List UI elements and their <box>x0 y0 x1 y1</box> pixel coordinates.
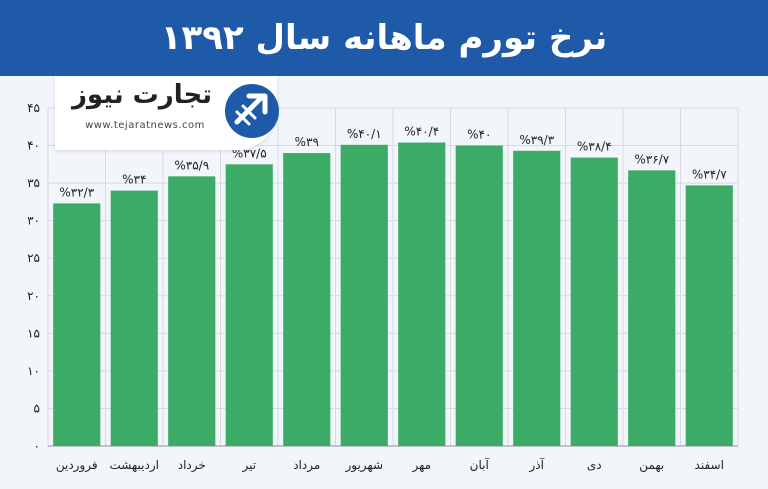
x-tick-label: مرداد <box>293 458 320 473</box>
data-label: %۴۰ <box>467 128 491 142</box>
x-tick-label: خرداد <box>178 458 206 473</box>
data-label: %۳۴ <box>122 173 146 187</box>
logo-arrow-icon <box>225 84 279 138</box>
x-tick-label: فروردین <box>56 458 98 473</box>
data-label: %۳۸/۴ <box>577 140 612 154</box>
y-tick-label: ۱۵ <box>27 326 40 340</box>
header-bar: نرخ تورم ماهانه سال ۱۳۹۲ <box>0 0 768 76</box>
page-title: نرخ تورم ماهانه سال ۱۳۹۲ <box>160 18 608 58</box>
bar <box>283 153 331 447</box>
data-label: %۳۴/۷ <box>692 167 727 181</box>
bar <box>628 170 676 446</box>
y-tick-label: ۱۰ <box>27 364 40 378</box>
logo-wordmark: تجارت نیوز <box>71 80 213 110</box>
data-label: %۳۲/۳ <box>59 185 94 199</box>
data-label: %۴۰/۱ <box>347 127 382 141</box>
bar <box>685 185 733 446</box>
x-tick-label: آذر <box>529 457 545 473</box>
bar <box>570 157 618 446</box>
y-tick-label: ۲۰ <box>27 289 40 303</box>
x-tick-label: مهر <box>411 458 431 473</box>
bar <box>513 150 561 446</box>
data-label: %۳۵/۹ <box>174 158 209 172</box>
x-tick-label: دی <box>587 458 602 472</box>
bar <box>455 145 503 447</box>
bar <box>53 203 101 446</box>
y-tick-label: ۴۰ <box>27 139 40 153</box>
x-tick-label: اردیبهشت <box>110 458 159 473</box>
data-label: %۳۹/۳ <box>519 133 554 147</box>
x-tick-label: آبان <box>470 457 490 472</box>
y-tick-label: ۵ <box>34 401 40 415</box>
bar <box>398 142 446 446</box>
y-tick-label: ۲۵ <box>27 251 40 265</box>
bar <box>340 144 388 446</box>
x-tick-label: شهریور <box>344 458 383 473</box>
data-label: %۳۶/۷ <box>634 152 669 166</box>
y-tick-label: ۳۵ <box>27 176 40 190</box>
y-tick-label: ۰ <box>34 439 40 453</box>
x-tick-label: بهمن <box>639 458 664 473</box>
y-tick-label: ۴۵ <box>27 101 40 115</box>
logo: تجارت نیوز www.tejaratnews.com <box>55 76 279 150</box>
y-tick-label: ۳۰ <box>27 214 40 228</box>
x-tick-label: اسفند <box>695 458 724 472</box>
data-label: %۳۹ <box>295 135 319 149</box>
logo-url: www.tejaratnews.com <box>85 120 205 131</box>
bar-chart: ۰ ۵ ۱۰ ۱۵ ۲۰ ۲۵ ۳۰ ۳۵ ۴۰ ۴۵ %۳۲/۳ فروردین %۳۴ اردیبهش… <box>0 76 768 489</box>
bar <box>225 164 273 446</box>
data-label: %۴۰/۴ <box>404 125 439 139</box>
x-tick-label: تیر <box>241 458 256 473</box>
bar <box>110 190 158 446</box>
bar <box>168 176 216 446</box>
